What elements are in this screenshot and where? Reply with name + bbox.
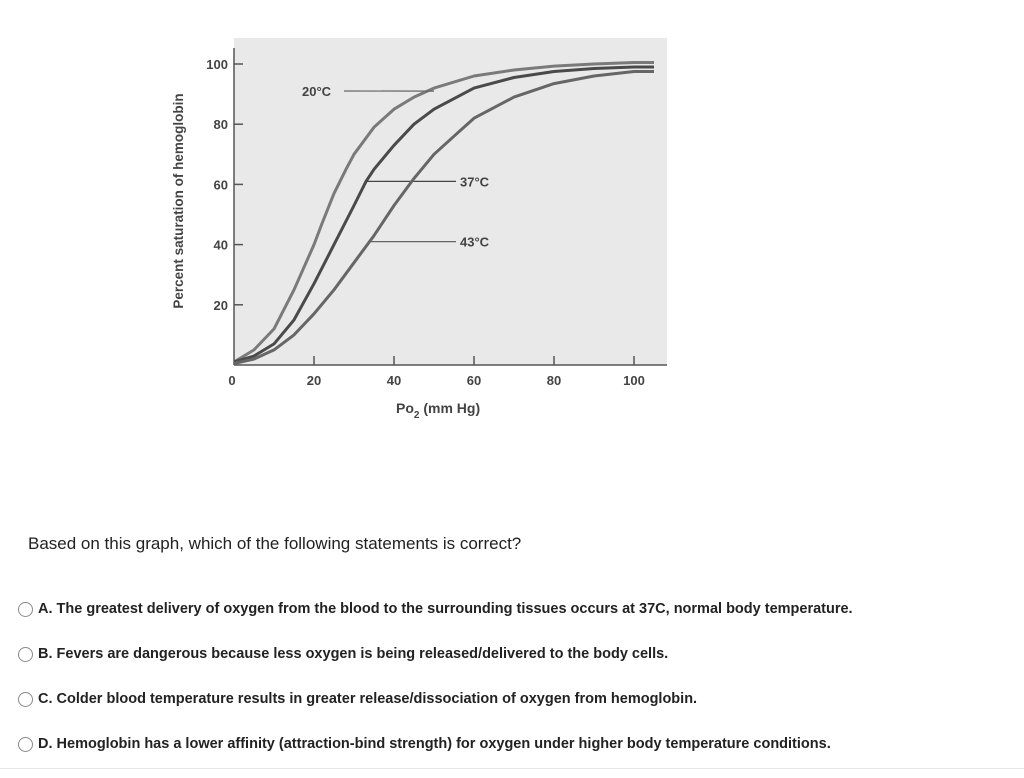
x-tick-label: 40 <box>387 373 401 388</box>
option-a[interactable]: A. The greatest delivery of oxygen from … <box>18 598 1018 620</box>
x-tick-label: 0 <box>228 373 235 388</box>
oxygen-dissociation-chart: 20 40 60 80 100 0 20 40 60 80 100 Percent saturatio… <box>0 0 1024 440</box>
y-axis-label: Percent saturation of hemoglobin <box>171 93 186 308</box>
y-tick-label: 40 <box>214 238 228 253</box>
option-b-label: B. Fevers are dangerous because less oxy… <box>38 646 668 662</box>
y-tick-label: 60 <box>214 177 228 192</box>
chart-svg: 20 40 60 80 100 0 20 40 60 80 100 Percent saturatio… <box>0 0 1024 440</box>
plot-background <box>234 38 667 365</box>
y-tick-label: 20 <box>214 298 228 313</box>
option-c[interactable]: C. Colder blood temperature results in g… <box>18 688 1018 710</box>
series-label-37c: 37°C <box>460 174 490 189</box>
option-d-label: D. Hemoglobin has a lower affinity (attr… <box>38 736 831 752</box>
series-label-20c: 20°C <box>302 84 332 99</box>
x-axis-label: Po2 (mm Hg) <box>396 400 480 421</box>
y-tick-label: 100 <box>206 57 228 72</box>
bottom-divider <box>0 768 1024 769</box>
x-tick-label: 20 <box>307 373 321 388</box>
option-b-radio[interactable] <box>18 647 33 662</box>
option-c-label: C. Colder blood temperature results in g… <box>38 691 697 707</box>
x-tick-label: 60 <box>467 373 481 388</box>
x-tick-label: 100 <box>623 373 645 388</box>
option-c-radio[interactable] <box>18 692 33 707</box>
option-a-radio[interactable] <box>18 602 33 617</box>
option-d[interactable]: D. Hemoglobin has a lower affinity (attr… <box>18 733 1018 755</box>
option-b[interactable]: B. Fevers are dangerous because less oxy… <box>18 643 1018 665</box>
series-label-43c: 43°C <box>460 235 490 250</box>
answer-options: A. The greatest delivery of oxygen from … <box>18 598 1018 778</box>
x-tick-label: 80 <box>547 373 561 388</box>
option-d-radio[interactable] <box>18 737 33 752</box>
question-text: Based on this graph, which of the follow… <box>28 534 521 554</box>
option-a-label: A. The greatest delivery of oxygen from … <box>38 601 853 617</box>
y-tick-label: 80 <box>214 117 228 132</box>
